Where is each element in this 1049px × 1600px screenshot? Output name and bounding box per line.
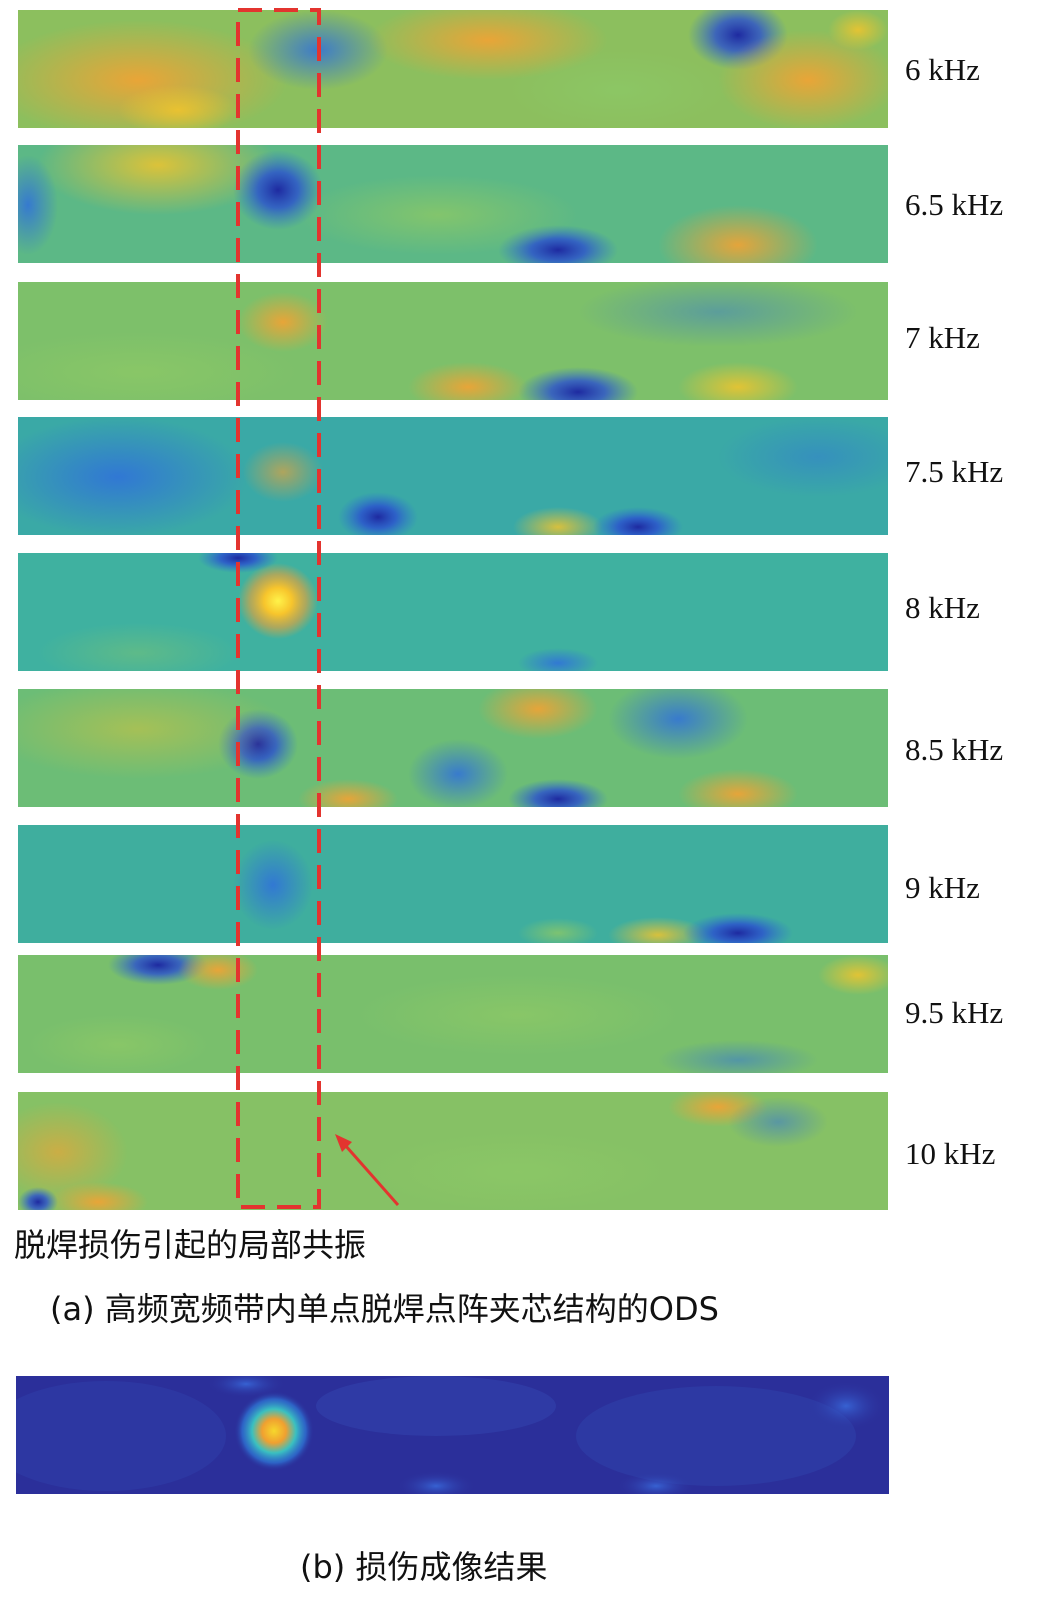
frequency-label: 7.5 kHz xyxy=(905,454,1004,489)
frequency-label: 10 kHz xyxy=(905,1136,996,1171)
damage-imaging-result xyxy=(16,1376,889,1494)
frequency-label: 6.5 kHz xyxy=(905,187,1004,222)
caption-a: (a) 高频宽频带内单点脱焊点阵夹芯结构的ODS xyxy=(50,1290,719,1328)
ods-panel-8-5khz xyxy=(18,689,888,807)
ods-panel-9-5khz xyxy=(18,955,888,1073)
frequency-label: 9.5 kHz xyxy=(905,995,1004,1030)
frequency-label: 6 kHz xyxy=(905,52,980,87)
ods-panel-7-5khz xyxy=(18,417,888,535)
ods-panel-7khz xyxy=(18,282,888,400)
ods-panel-6khz xyxy=(18,10,888,128)
ods-panel-6-5khz xyxy=(18,145,888,263)
ods-panel-8khz xyxy=(18,553,888,671)
caption-b: (b) 损伤成像结果 xyxy=(300,1548,548,1586)
frequency-label: 8.5 kHz xyxy=(905,732,1004,767)
frequency-label: 7 kHz xyxy=(905,320,980,355)
damage-annotation: 脱焊损伤引起的局部共振 xyxy=(14,1226,367,1264)
frequency-label: 8 kHz xyxy=(905,590,980,625)
ods-panel-9khz xyxy=(18,825,888,943)
frequency-label: 9 kHz xyxy=(905,870,980,905)
ods-panel-10khz xyxy=(18,1092,888,1210)
